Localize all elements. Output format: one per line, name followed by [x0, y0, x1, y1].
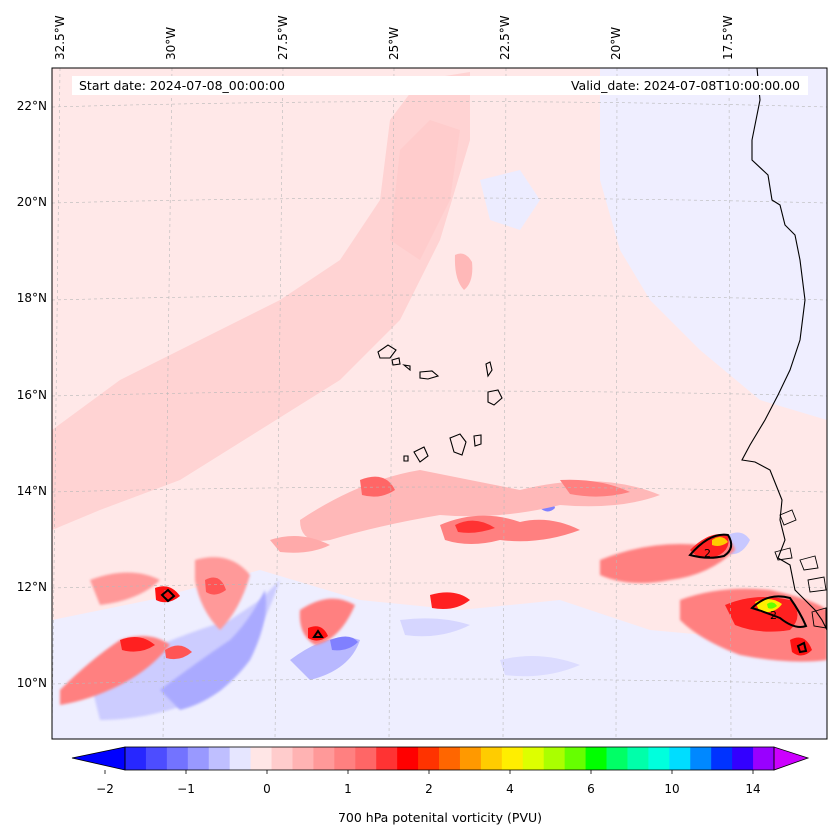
colorbar-segment: [334, 747, 356, 770]
colorbar-segment: [292, 747, 314, 770]
pv-negative-patch-3: [500, 656, 580, 677]
pv-low-patch: [480, 170, 540, 230]
colorbar-frame: [124, 746, 775, 771]
colorbar-tick-label: 6: [587, 782, 595, 796]
pv-contours: [160, 533, 808, 654]
pv-band-nw: [52, 72, 470, 530]
colorbar-tick-label: 1: [344, 782, 352, 796]
colorbar-tick-label: 2: [425, 782, 433, 796]
pv-band-center: [390, 120, 460, 260]
contour-label-southeast: 2: [770, 609, 777, 622]
lat-label-10n: 10°N: [16, 676, 47, 690]
pv-patch: [454, 253, 473, 290]
pv-high-southeast-max: [767, 602, 777, 609]
colorbar-tick-label: 0: [263, 782, 271, 796]
pv-blob-w: [90, 572, 160, 605]
lon-label-27-5w: 27.5°W: [276, 15, 290, 60]
guinea-bissau-islands: [774, 509, 827, 629]
colorbar-segment: [418, 747, 440, 770]
colorbar-segments: [125, 747, 775, 770]
colorbar-segment: [229, 747, 252, 770]
pv-blob-sw-core: [120, 636, 155, 652]
colorbar-segment: [648, 747, 670, 770]
colorbar-segment: [732, 747, 754, 770]
colorbar-segment: [690, 747, 712, 770]
pv-blob-sw: [60, 636, 170, 705]
pv-low-region-ne: [600, 68, 827, 420]
colorbar-segment: [585, 747, 608, 770]
colorbar-segment: [606, 747, 628, 770]
pv-streak-core: [360, 476, 395, 497]
colorbar-segment: [480, 747, 503, 770]
valid-date-label: Valid_date: 2024-07-08T10:00:00.00: [570, 78, 800, 93]
colorbar-segment: [564, 747, 587, 770]
pv-blob-sw-2: [165, 645, 192, 660]
colorbar-segment: [187, 747, 210, 770]
lon-label-32-5w: 32.5°W: [53, 15, 67, 60]
pv-blob-west-center-core: [205, 577, 226, 595]
colorbar: [71, 746, 810, 774]
lat-label-14n: 14°N: [16, 484, 47, 498]
colorbar-segment: [376, 747, 398, 770]
colorbar-segment: [439, 747, 461, 770]
colorbar-segment: [313, 747, 335, 770]
colorbar-ticks: [104, 770, 754, 774]
colorbar-max-extension: [773, 746, 810, 771]
colorbar-segment: [522, 747, 545, 770]
lon-label-30w: 30°W: [164, 26, 178, 60]
lat-label-22n: 22°N: [16, 99, 47, 113]
lat-label-20n: 20°N: [16, 195, 47, 209]
colorbar-tick-label: 14: [745, 782, 761, 796]
pv-negative-core: [330, 636, 358, 651]
lon-label-25w: 25°W: [387, 26, 401, 60]
colorbar-segment: [271, 747, 293, 770]
lat-label-16n: 16°N: [16, 388, 47, 402]
colorbar-tick-label: 10: [664, 782, 680, 796]
colorbar-segment: [753, 747, 775, 770]
colorbar-segment: [355, 747, 377, 770]
colorbar-tick-label: −2: [96, 782, 114, 796]
map-frame: [51, 67, 828, 740]
colorbar-segment: [669, 747, 691, 770]
pv-blob-w-core: [155, 586, 180, 603]
date-info-bar: Start date: 2024-07-08_00:00:00 Valid_da…: [72, 76, 808, 95]
pv-patch-2: [270, 536, 330, 553]
pv-negative-patch-2: [400, 618, 470, 637]
colorbar-segment: [501, 747, 524, 770]
map-panel: 2 2: [52, 68, 827, 739]
start-date-label: Start date: 2024-07-08_00:00:00: [79, 78, 285, 93]
colorbar-tick-label: 4: [506, 782, 514, 796]
pv-streak-core-2: [560, 479, 630, 497]
pv-blob-south-center: [430, 592, 470, 609]
colorbar-segment: [543, 747, 566, 770]
lon-label-22-5w: 22.5°W: [498, 15, 512, 60]
colorbar-segment: [627, 747, 649, 770]
colorbar-segment: [125, 747, 147, 770]
africa-coastline: [741, 68, 827, 631]
colorbar-tick-label: −1: [177, 782, 195, 796]
lon-label-20w: 20°W: [609, 26, 623, 60]
lat-label-12n: 12°N: [16, 580, 47, 594]
cape-verde-islands: [377, 344, 503, 463]
graticule: [52, 68, 827, 739]
colorbar-segment: [250, 747, 273, 770]
colorbar-segment: [166, 747, 189, 770]
pv-high-east-peak: [712, 536, 728, 546]
colorbar-segment: [459, 747, 482, 770]
pv-negative-core-sw: [160, 590, 266, 710]
pv-blob-west-center: [195, 557, 250, 630]
lon-label-17-5w: 17.5°W: [721, 15, 735, 60]
colorbar-segment: [208, 747, 231, 770]
colorbar-segment: [711, 747, 733, 770]
colorbar-segment: [145, 747, 168, 770]
pv-streak-middle-core: [455, 520, 495, 533]
contour-label-east: 2: [704, 547, 711, 560]
colorbar-min-extension: [71, 746, 126, 771]
colorbar-title: 700 hPa potenital vorticity (PVU): [337, 810, 543, 825]
colorbar-segment: [397, 747, 419, 770]
lat-label-18n: 18°N: [16, 291, 47, 305]
